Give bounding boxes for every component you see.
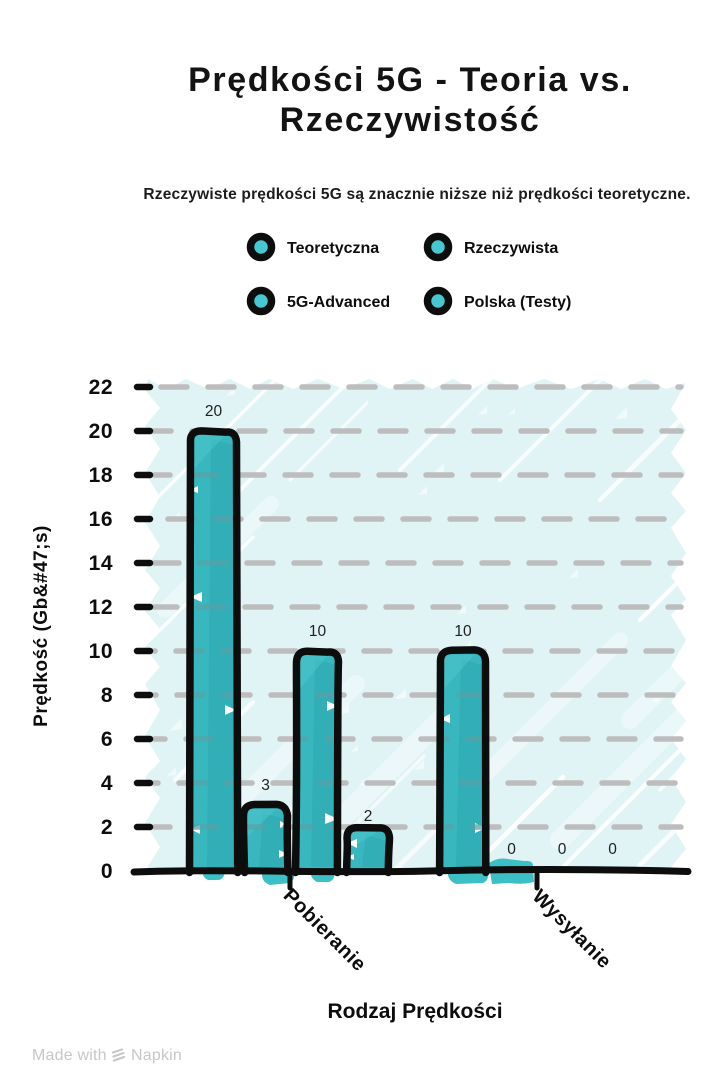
svg-text:10: 10 — [89, 640, 113, 663]
svg-text:2: 2 — [364, 808, 373, 825]
svg-text:Rzeczywista: Rzeczywista — [464, 240, 558, 257]
svg-text:6: 6 — [101, 728, 113, 751]
svg-text:5G-Advanced: 5G-Advanced — [287, 294, 390, 311]
svg-text:20: 20 — [205, 403, 223, 420]
svg-text:Rodzaj Prędkości: Rodzaj Prędkości — [327, 1000, 502, 1023]
svg-text:0: 0 — [507, 841, 516, 858]
svg-text:12: 12 — [89, 596, 113, 619]
svg-text:Polska (Testy): Polska (Testy) — [464, 294, 571, 311]
svg-text:Wysyłanie: Wysyłanie — [528, 886, 616, 974]
svg-text:Pobieranie: Pobieranie — [279, 885, 370, 976]
svg-text:0: 0 — [558, 841, 567, 858]
svg-text:18: 18 — [89, 464, 113, 487]
svg-text:0: 0 — [101, 860, 113, 883]
svg-text:2: 2 — [101, 816, 113, 839]
svg-text:8: 8 — [101, 684, 113, 707]
svg-text:10: 10 — [309, 623, 327, 640]
svg-text:Prędkość (Gb&#47;s): Prędkość (Gb&#47;s) — [31, 525, 52, 727]
svg-text:Teoretyczna: Teoretyczna — [287, 240, 379, 257]
svg-text:10: 10 — [454, 623, 472, 640]
svg-text:3: 3 — [261, 777, 270, 794]
svg-text:16: 16 — [89, 508, 113, 531]
svg-text:20: 20 — [89, 420, 113, 443]
svg-text:14: 14 — [89, 552, 113, 575]
svg-text:0: 0 — [608, 841, 617, 858]
svg-text:22: 22 — [89, 376, 113, 399]
svg-text:4: 4 — [101, 772, 113, 795]
